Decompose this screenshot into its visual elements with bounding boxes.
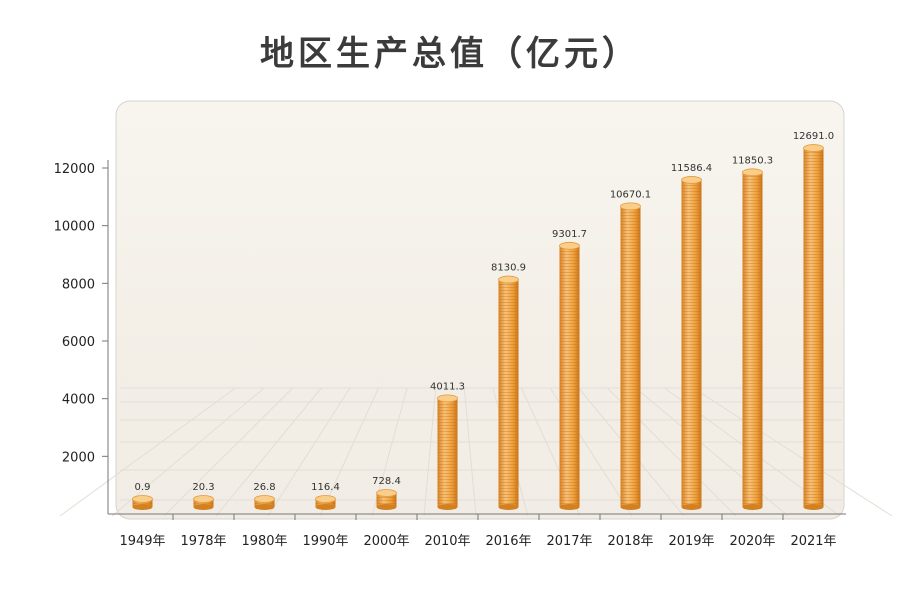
bar-coin-stripes	[315, 499, 336, 507]
bar-top-cap	[803, 144, 824, 152]
data-labels: 0.9 20.3 26.8 116.4 728.4 4011.3 8130.9 9301.7 1…	[135, 131, 835, 493]
x-category-label: 2017年	[546, 534, 592, 549]
y-tick-label: 10000	[54, 220, 95, 235]
data-label: 10670.1	[610, 189, 651, 200]
bar	[254, 495, 275, 510]
x-category-label: 1978年	[180, 534, 226, 549]
floor-grid-line	[692, 387, 893, 517]
bar-coin-stripes	[132, 499, 153, 507]
bar-top-cap	[742, 168, 763, 177]
bar-bottom-cap	[193, 504, 214, 510]
floor-grid-line	[635, 387, 789, 517]
x-category-label: 2019年	[668, 534, 714, 549]
y-axis-ticks: 2000 4000 6000 8000 10000 12000	[54, 162, 108, 465]
y-tick-label: 4000	[62, 393, 95, 408]
bar-top-cap	[437, 394, 458, 403]
data-label: 20.3	[192, 482, 214, 493]
y-tick-label: 6000	[62, 335, 95, 350]
x-category-label: 1980年	[241, 534, 287, 549]
bar-coin-stripes	[742, 172, 763, 507]
bar-top-cap	[498, 275, 519, 284]
data-label: 9301.7	[552, 229, 587, 240]
chart-background-panel	[115, 100, 845, 520]
data-label: 11850.3	[732, 155, 773, 166]
floor-grid-line	[423, 387, 437, 517]
floor-grid-line	[111, 387, 265, 517]
bar-bottom-cap	[132, 504, 153, 510]
bar	[559, 241, 580, 510]
bar	[193, 495, 214, 510]
bars	[132, 144, 824, 510]
bar	[315, 495, 336, 510]
bar-bottom-cap	[559, 504, 580, 510]
bar-top-cap	[559, 241, 580, 250]
y-tick-label: 8000	[62, 277, 95, 292]
bar-bottom-cap	[315, 504, 336, 510]
data-label: 12691.0	[793, 131, 834, 142]
bar-bottom-cap	[803, 504, 824, 510]
bar-coin-stripes	[193, 499, 214, 507]
x-category-label: 2016年	[485, 534, 531, 549]
bar-coin-stripes	[437, 398, 458, 507]
x-axis-ticks	[172, 514, 784, 520]
bar-bottom-cap	[681, 504, 702, 510]
bar-top-cap	[681, 176, 702, 184]
bar-bottom-cap	[437, 504, 458, 510]
bar-coin-stripes	[681, 179, 702, 507]
bar-bottom-cap	[498, 504, 519, 510]
y-tick-label: 12000	[54, 162, 95, 177]
data-label: 8130.9	[491, 263, 526, 274]
floor-grid-line	[319, 387, 379, 517]
bar-coin-stripes	[559, 245, 580, 508]
data-label: 4011.3	[430, 381, 465, 392]
data-label: 728.4	[372, 476, 401, 487]
category-labels: 1949年 1978年 1980年 1990年 2000年 2010年 2016年 2017年…	[119, 534, 836, 549]
floor-grid-line	[59, 387, 236, 517]
x-category-label: 1949年	[119, 534, 165, 549]
data-label: 0.9	[135, 482, 151, 493]
floor-grid-line	[267, 387, 351, 517]
x-category-label: 2018年	[607, 534, 653, 549]
bar-bottom-cap	[620, 504, 641, 510]
bar-top-cap	[620, 202, 641, 211]
bar-top-cap	[254, 495, 275, 503]
bar	[742, 168, 763, 510]
data-label: 26.8	[253, 482, 275, 493]
x-category-label: 1990年	[302, 534, 348, 549]
bar-top-cap	[132, 495, 153, 503]
x-category-label: 2020年	[729, 534, 775, 549]
y-tick-label: 2000	[62, 450, 95, 465]
bar	[498, 275, 519, 510]
bar-top-cap	[376, 489, 397, 497]
x-category-label: 2010年	[424, 534, 470, 549]
bar-coin-stripes	[376, 492, 397, 507]
bar-coin-stripes	[803, 148, 824, 507]
bar	[376, 489, 397, 510]
bar-bottom-cap	[376, 504, 397, 510]
bar-coin-stripes	[254, 499, 275, 507]
x-category-label: 2021年	[790, 534, 836, 549]
data-label: 11586.4	[671, 163, 712, 174]
page-title: 地区生产总值（亿元）	[260, 34, 640, 74]
bar-top-cap	[193, 495, 214, 503]
bar	[437, 394, 458, 510]
data-label: 116.4	[311, 482, 340, 493]
floor-grid-line	[215, 387, 322, 517]
bar-bottom-cap	[254, 504, 275, 510]
bar-bottom-cap	[742, 504, 763, 510]
bar	[620, 202, 641, 510]
bar	[803, 144, 824, 510]
floor-grid-line	[463, 387, 477, 517]
bar-coin-stripes	[498, 279, 519, 507]
floor-grid-line	[163, 387, 294, 517]
bar	[681, 176, 702, 510]
bar	[132, 495, 153, 510]
bar-top-cap	[315, 495, 336, 503]
bar-coin-stripes	[620, 206, 641, 507]
x-category-label: 2000年	[363, 534, 409, 549]
